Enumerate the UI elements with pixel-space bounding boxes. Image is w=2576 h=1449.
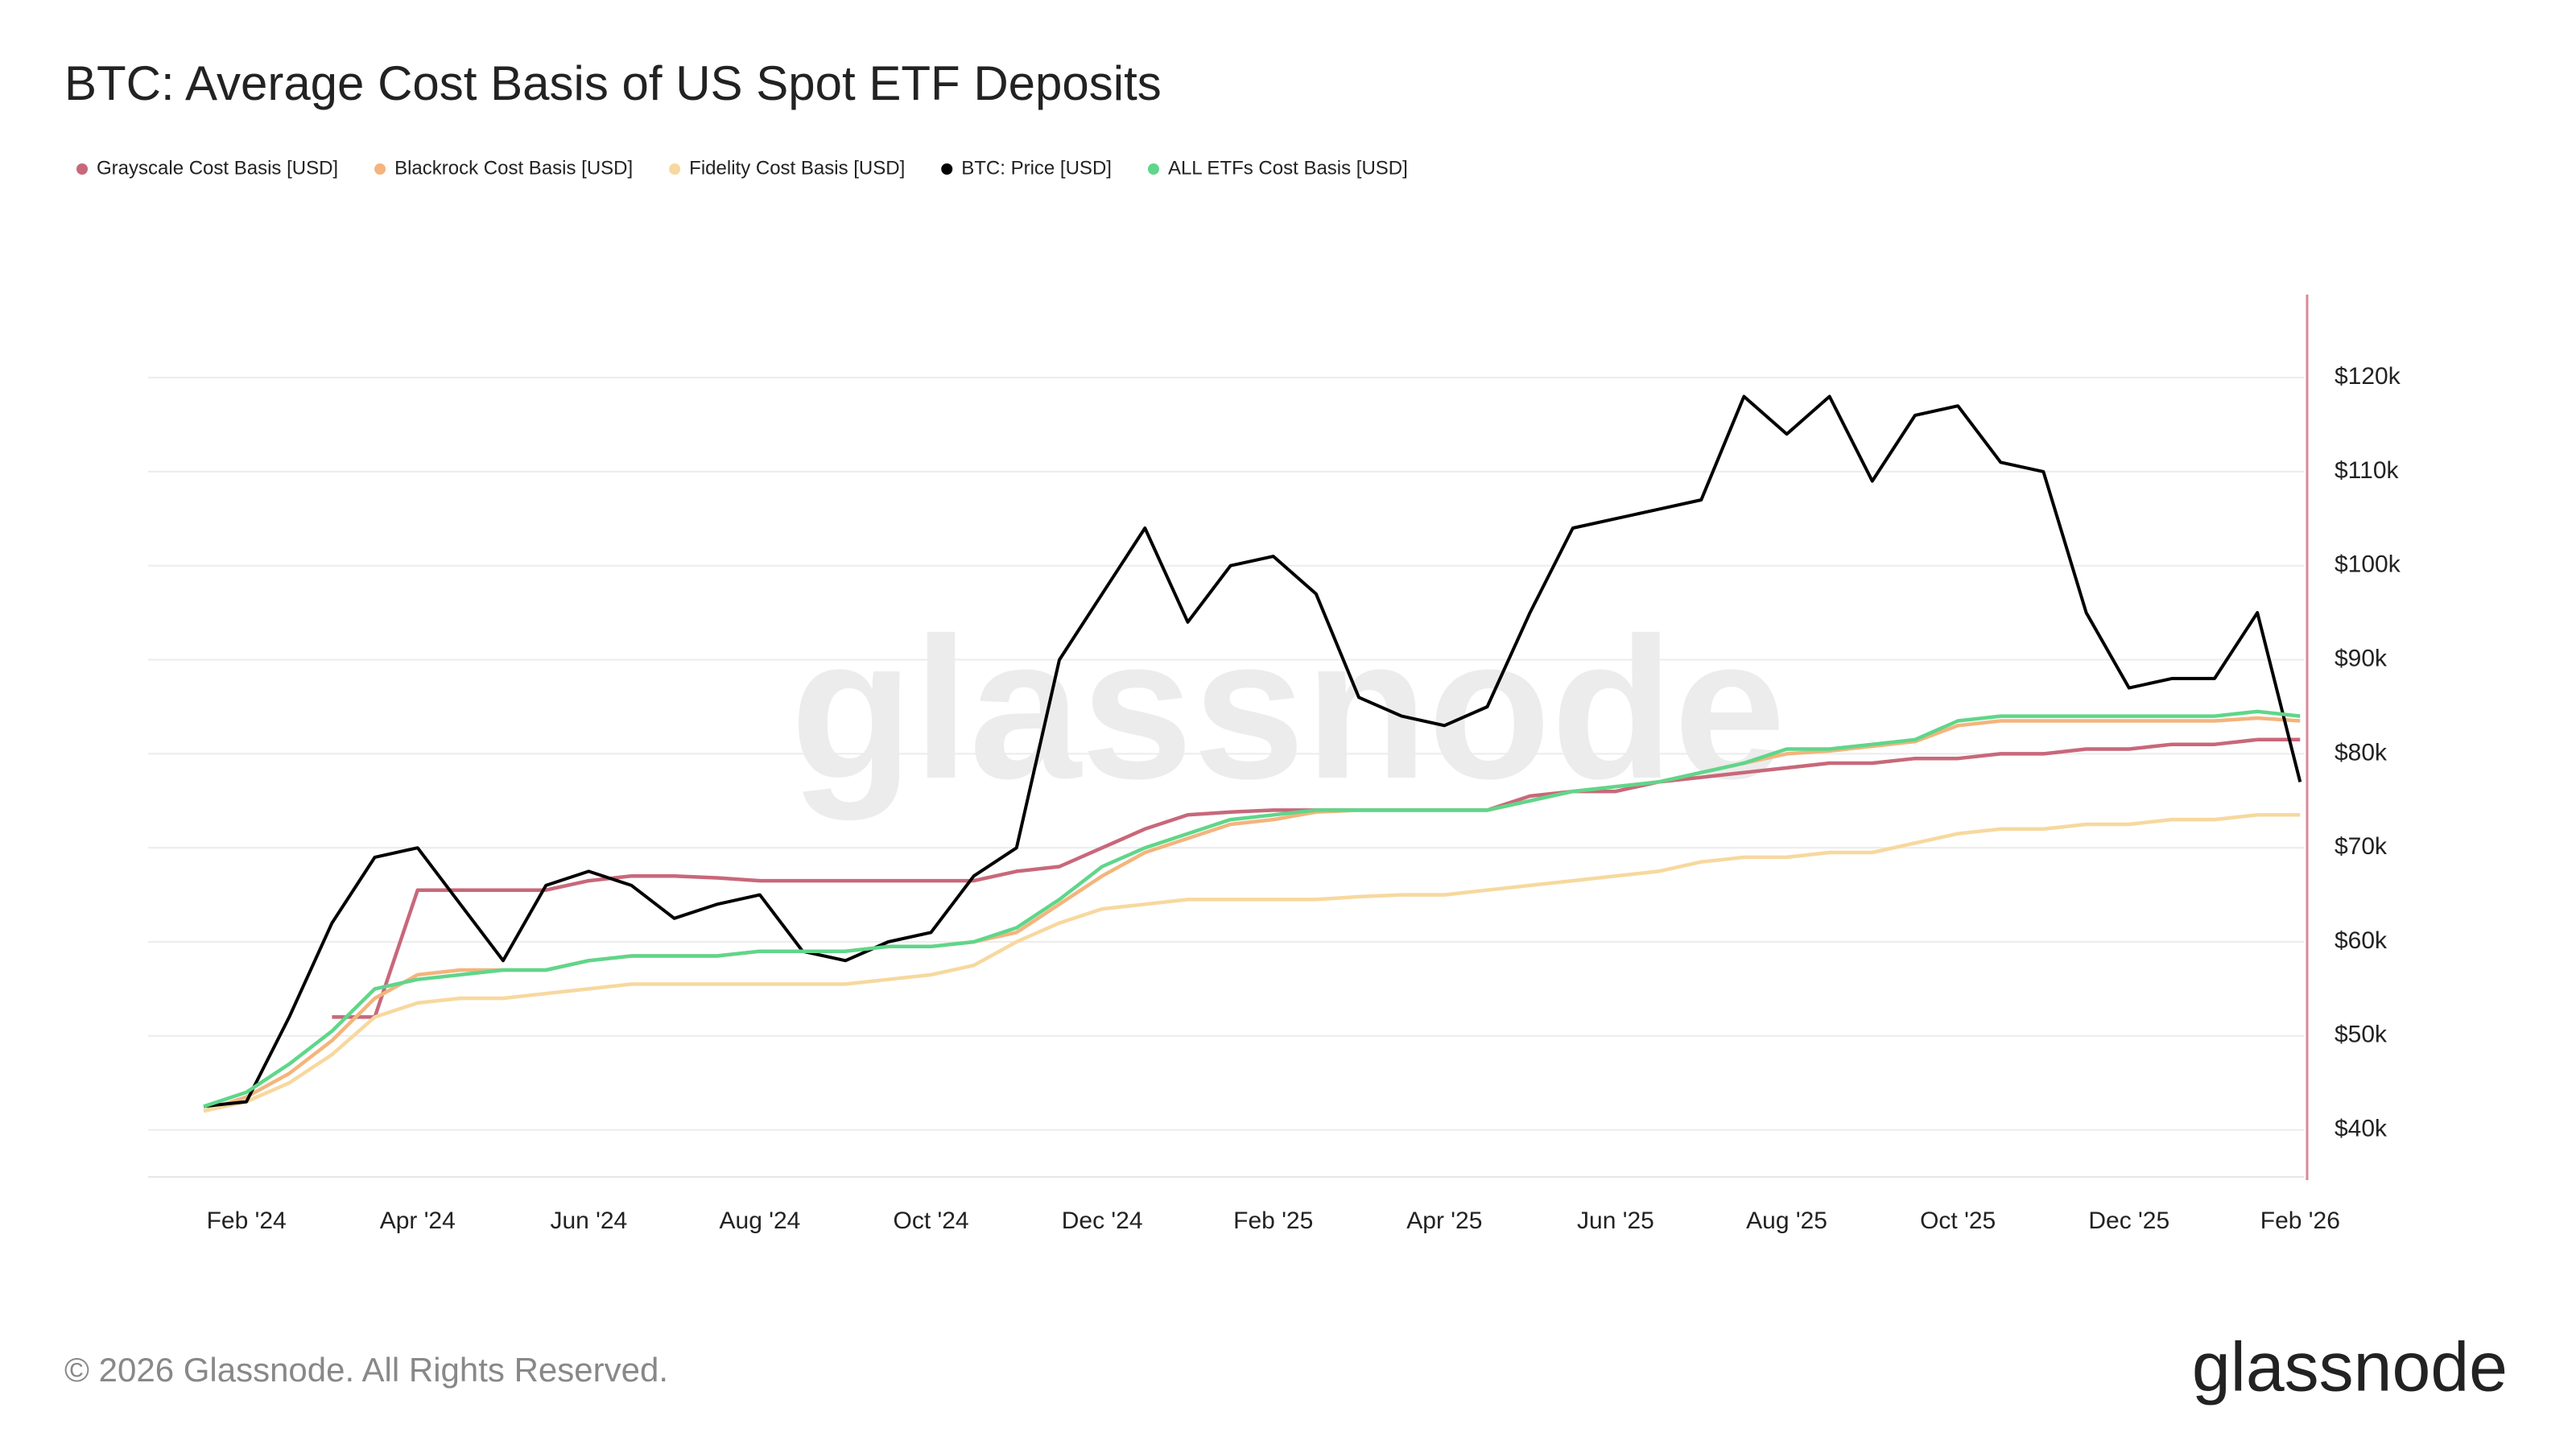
- legend-label: Grayscale Cost Basis [USD]: [97, 157, 338, 179]
- series-line: [203, 813, 2301, 1113]
- legend-swatch: [669, 163, 681, 175]
- x-tick-label: Aug '24: [720, 1208, 801, 1234]
- series-line: [203, 394, 2302, 1108]
- series-line: [203, 709, 2301, 1108]
- x-tick-label: Dec '25: [2088, 1208, 2169, 1234]
- y-tick-label: $90k: [2334, 645, 2388, 671]
- y-tick-label: $120k: [2334, 363, 2401, 390]
- y-tick-label: $100k: [2334, 551, 2401, 578]
- legend-label: ALL ETFs Cost Basis [USD]: [1168, 157, 1408, 179]
- x-tick-label: Apr '25: [1406, 1208, 1482, 1234]
- y-tick-label: $80k: [2334, 739, 2388, 766]
- x-tick-label: Oct '24: [893, 1208, 968, 1234]
- y-tick-label: $60k: [2334, 927, 2388, 954]
- x-tick-label: Apr '24: [380, 1208, 456, 1234]
- x-tick-label: Jun '24: [550, 1208, 627, 1234]
- x-tick-label: Dec '24: [1062, 1208, 1143, 1234]
- watermark: glassnode: [791, 596, 1785, 820]
- chart-title: BTC: Average Cost Basis of US Spot ETF D…: [64, 56, 1162, 110]
- legend-label: Fidelity Cost Basis [USD]: [689, 157, 905, 179]
- x-tick-label: Aug '25: [1746, 1208, 1827, 1234]
- legend-swatch: [1147, 163, 1159, 175]
- y-tick-label: $50k: [2334, 1022, 2388, 1048]
- y-tick-label: $110k: [2334, 457, 2400, 484]
- legend-label: Blackrock Cost Basis [USD]: [394, 157, 633, 179]
- legend-label: BTC: Price [USD]: [961, 157, 1112, 179]
- legend: Grayscale Cost Basis [USD] Blackrock Cost…: [76, 157, 1408, 179]
- x-tick-label: Feb '26: [2260, 1208, 2340, 1234]
- x-tick-label: Feb '24: [207, 1208, 287, 1234]
- y-tick-label: $70k: [2334, 833, 2388, 860]
- y-tick-label: $40k: [2334, 1116, 2388, 1142]
- x-tick-label: Jun '25: [1577, 1208, 1654, 1234]
- legend-swatch: [76, 163, 88, 175]
- legend-swatch: [941, 163, 953, 175]
- footer: © 2026 Glassnode. All Rights Reserved.: [64, 1351, 668, 1389]
- x-tick-label: Feb '25: [1233, 1208, 1313, 1234]
- legend-swatch: [374, 163, 386, 175]
- brand-logo: glassnode: [2192, 1329, 2508, 1406]
- x-tick-label: Oct '25: [1920, 1208, 1996, 1234]
